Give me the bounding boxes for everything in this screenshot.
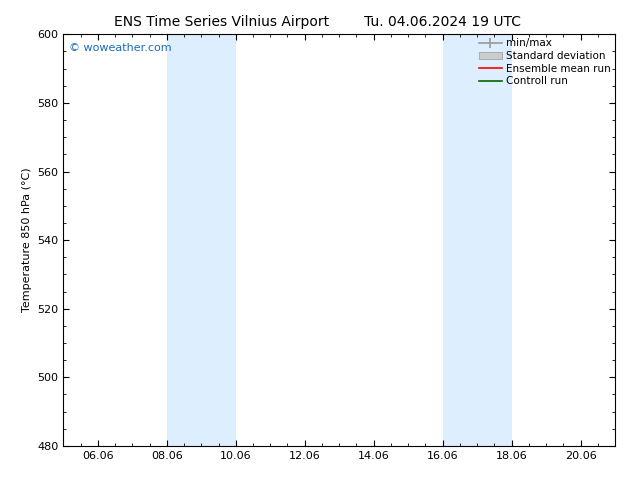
Y-axis label: Temperature 850 hPa (°C): Temperature 850 hPa (°C) <box>22 168 32 313</box>
Bar <box>443 34 512 446</box>
Text: © woweather.com: © woweather.com <box>69 43 172 52</box>
Text: ENS Time Series Vilnius Airport        Tu. 04.06.2024 19 UTC: ENS Time Series Vilnius Airport Tu. 04.0… <box>113 15 521 29</box>
Legend: min/max, Standard deviation, Ensemble mean run, Controll run: min/max, Standard deviation, Ensemble me… <box>477 36 613 88</box>
Bar <box>167 34 236 446</box>
